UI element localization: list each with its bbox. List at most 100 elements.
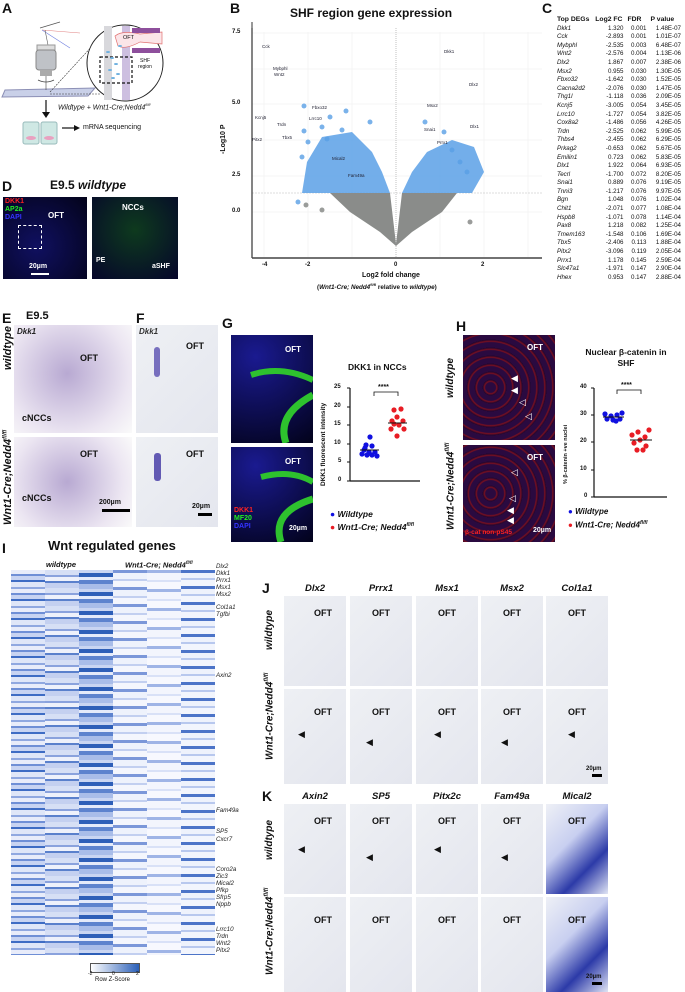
log2fc-cell: -1.486 [595,119,627,128]
pvalue-cell: 8.20E-05 [651,171,685,180]
gene-column-label: Dlx2 [284,583,346,594]
log2fc-cell: -2.525 [595,128,627,137]
arrowhead-icon: ◀ [434,729,441,740]
panel-label-h: H [456,318,466,334]
wildtype-ish-image: OFT [546,804,608,894]
gene-column-label: Prrx1 [350,583,412,594]
heatmap-column-wt3 [79,570,113,955]
scale-bar-label: 20µm [533,527,551,534]
y-tick: 30 [580,411,587,417]
point-label: Cck [262,44,270,49]
row-label-mutant: Wnt1-Cre;Nedd4fl/fl [264,888,275,975]
gene-cell: Trdn [557,128,595,137]
ashf-label: aSHF [152,263,170,270]
log2fc-cell: 1.922 [595,162,627,171]
heatmap-column-mut2 [147,570,181,955]
scale-bar-label: 20µm [586,766,601,772]
pvalue-cell: 2.05E-04 [651,248,685,257]
arrowhead-icon: ◀ [501,737,508,748]
wildtype-ish-image: OFT [284,596,346,686]
mutant-ish-image: OFT◀ [350,689,412,784]
volcano-y-label: -Log10 P [220,124,227,154]
gene-cell: Dkk1 [557,25,595,34]
scale-bar [592,774,602,777]
panel-label-d: D [2,178,12,194]
nccs-label: NCCs [122,203,144,212]
scale-bar-label: 20µm [29,263,47,270]
oft-label: OFT [568,816,586,826]
wildtype-ish-image: OFT◀ [284,804,346,894]
arrowhead-icon: ◀ [298,844,305,855]
mutant-ish-image: OFT◀ [416,689,478,784]
pvalue-cell: 5.83E-05 [651,154,685,163]
fdr-cell: 0.030 [627,85,650,94]
point-label: Pitx2 [252,137,262,142]
panel-h-wildtype-image: OFT ◀ ◀ ◁ ◁ [463,335,555,440]
oft-label: OFT [527,343,543,352]
wildtype-ish-image: OFT◀ [416,804,478,894]
legend-ap2a: AP2a [5,206,23,213]
legend-dkk1: DKK1 [234,507,253,514]
point-label: Dlx2 [469,82,478,87]
oft-label: OFT [503,608,521,618]
log2fc-cell: -1.727 [595,111,627,120]
arrowhead-icon: ◀ [366,852,373,863]
oft-label: OFT [527,453,543,462]
panel-label-g: G [222,315,233,331]
fdr-cell: 0.007 [627,59,650,68]
y-tick: 10 [334,440,341,446]
oft-label: OFT [438,608,456,618]
y-tick: 10 [580,466,587,472]
oft-label: OFT [314,608,332,618]
fdr-cell: 0.062 [627,136,650,145]
pvalue-cell: 6.29E-05 [651,136,685,145]
volcano-x-sublabel: (Wnt1-Cre; Nedd4fl/fl relative to wildty… [317,282,437,291]
panel-label-i: I [2,540,6,556]
heatmap-column-wt1 [11,570,45,955]
header-fdr: FDR [627,16,650,25]
scale-bar-label: 20µm [192,503,210,510]
panel-label-b: B [230,0,240,16]
mutant-ish-image: OFT [481,897,543,992]
x-tick: -2 [305,262,310,268]
x-tick: 0 [394,262,397,268]
heatmap [11,570,215,955]
volcano-x-label: Log2 fold change [362,272,420,279]
heatmap-gene-label: Pfkp [216,887,228,894]
pvalue-cell: 1.25E-04 [651,222,685,231]
pvalue-cell: 2.59E-04 [651,257,685,266]
pvalue-cell: 6.93E-05 [651,162,685,171]
gene-cell: Tecrl [557,171,595,180]
panel-g-mutant-image: OFT DKK1 MF20 DAPI 20µm [231,447,313,542]
row-label-mutant: Wnt1-Cre;Nedd4fl/fl [264,673,275,760]
wildtype-ish-image: OFT◀ [350,804,412,894]
cnccs-label: cNCCs [22,413,52,423]
fdr-cell: 0.062 [627,145,650,154]
microscope-schematic-icon [0,8,225,158]
scale-bar-label: 20µm [586,974,601,980]
panel-label-j: J [262,580,270,596]
heatmap-group-wildtype: wildtype [46,560,76,569]
point-label: Mical2 [332,156,345,161]
heatmap-gene-label: Dlx2 [216,563,228,570]
fdr-cell: 0.064 [627,162,650,171]
fdr-cell: 0.077 [627,205,650,214]
bcat-dot-plot: 40 30 20 10 0 **** % β-catenin +ve nucle… [560,380,685,500]
pvalue-cell: 6.48E-07 [651,42,685,51]
oft-label: OFT [503,816,521,826]
dkk1-dot-plot: 25 20 15 10 5 0 **** DKK1 fluorescent in… [320,380,460,500]
row-label-wildtype: wildtype [445,358,456,398]
log2fc-cell: -1.118 [595,93,627,102]
fdr-cell: 0.001 [627,25,650,34]
panel-a-schematic: OFT SHF region Wildtype + Wnt1-Cre;Nedd4… [0,8,225,158]
